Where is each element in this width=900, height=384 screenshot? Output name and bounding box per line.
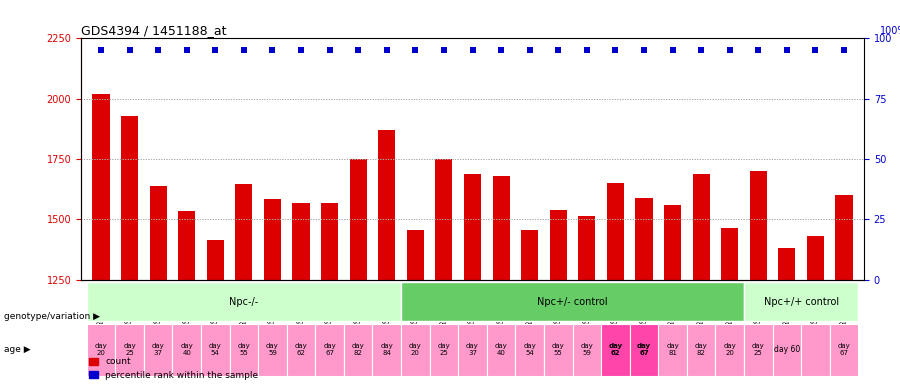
Bar [521,230,538,384]
Bar [258,324,287,376]
Bar [716,324,744,376]
Bar [407,230,424,384]
Bar [292,202,310,384]
Bar [487,324,516,376]
Text: 100%: 100% [879,26,900,36]
Bar [178,211,195,384]
Bar [235,184,253,384]
Bar [630,324,658,376]
Bar [578,216,596,384]
Text: day
25: day 25 [437,344,450,356]
Bar [201,324,230,376]
Bar [801,324,830,376]
Text: genotype/variation ▶: genotype/variation ▶ [4,312,101,321]
Text: day
40: day 40 [180,344,194,356]
Text: Npc-/-: Npc-/- [230,297,258,307]
Bar [121,116,139,384]
Bar [373,324,401,376]
Bar [436,159,453,384]
Bar [401,282,744,321]
Bar [230,324,258,376]
Bar [173,324,201,376]
Bar [835,195,852,384]
Bar [607,183,624,384]
Text: day
55: day 55 [552,344,564,356]
Bar [464,174,482,384]
Bar [658,324,687,376]
Bar [744,324,772,376]
Text: day
37: day 37 [152,344,165,356]
Text: day
67: day 67 [838,344,850,356]
Bar [93,94,110,384]
Bar [349,159,367,384]
Bar [692,174,710,384]
Bar [378,130,395,384]
Text: day
62: day 62 [294,344,308,356]
Text: age ▶: age ▶ [4,345,32,354]
Bar [778,248,796,384]
Bar [492,176,509,384]
Text: day
84: day 84 [381,344,393,356]
Text: day
59: day 59 [580,344,593,356]
Bar [86,282,401,321]
Bar [772,324,801,376]
Bar [750,171,767,384]
Bar [635,198,652,384]
Bar [115,324,144,376]
Text: day
62: day 62 [608,344,623,356]
Bar [516,324,544,376]
Text: day
20: day 20 [94,344,107,356]
Text: GDS4394 / 1451188_at: GDS4394 / 1451188_at [81,24,227,37]
Text: day
81: day 81 [666,344,679,356]
Text: day
25: day 25 [752,344,765,356]
Text: day
55: day 55 [238,344,250,356]
Bar [401,324,429,376]
Text: day
82: day 82 [695,344,707,356]
Bar [287,324,315,376]
Text: day
25: day 25 [123,344,136,356]
Bar [86,324,115,376]
Bar [744,282,859,321]
Text: Npc+/- control: Npc+/- control [537,297,608,307]
Text: day
37: day 37 [466,344,479,356]
Bar [687,324,716,376]
Bar [830,324,859,376]
Text: day
59: day 59 [266,344,279,356]
Bar [550,210,567,384]
Text: day
40: day 40 [495,344,508,356]
Legend: count, percentile rank within the sample: count, percentile rank within the sample [86,354,262,383]
Text: day
67: day 67 [323,344,336,356]
Bar [149,185,166,384]
Text: day
54: day 54 [523,344,536,356]
Text: day
20: day 20 [724,344,736,356]
Bar [572,324,601,376]
Text: day
82: day 82 [352,344,365,356]
Bar [144,324,173,376]
Bar [664,205,681,384]
Bar [264,199,281,384]
Text: day 60: day 60 [774,346,800,354]
Bar [458,324,487,376]
Text: day
54: day 54 [209,344,221,356]
Text: day
67: day 67 [637,344,651,356]
Bar [806,236,824,384]
Bar [344,324,373,376]
Bar [207,240,224,384]
Text: Npc+/+ control: Npc+/+ control [763,297,839,307]
Bar [315,324,344,376]
Bar [429,324,458,376]
Bar [601,324,630,376]
Bar [321,202,338,384]
Bar [544,324,572,376]
Text: day
20: day 20 [409,344,422,356]
Bar [721,228,738,384]
